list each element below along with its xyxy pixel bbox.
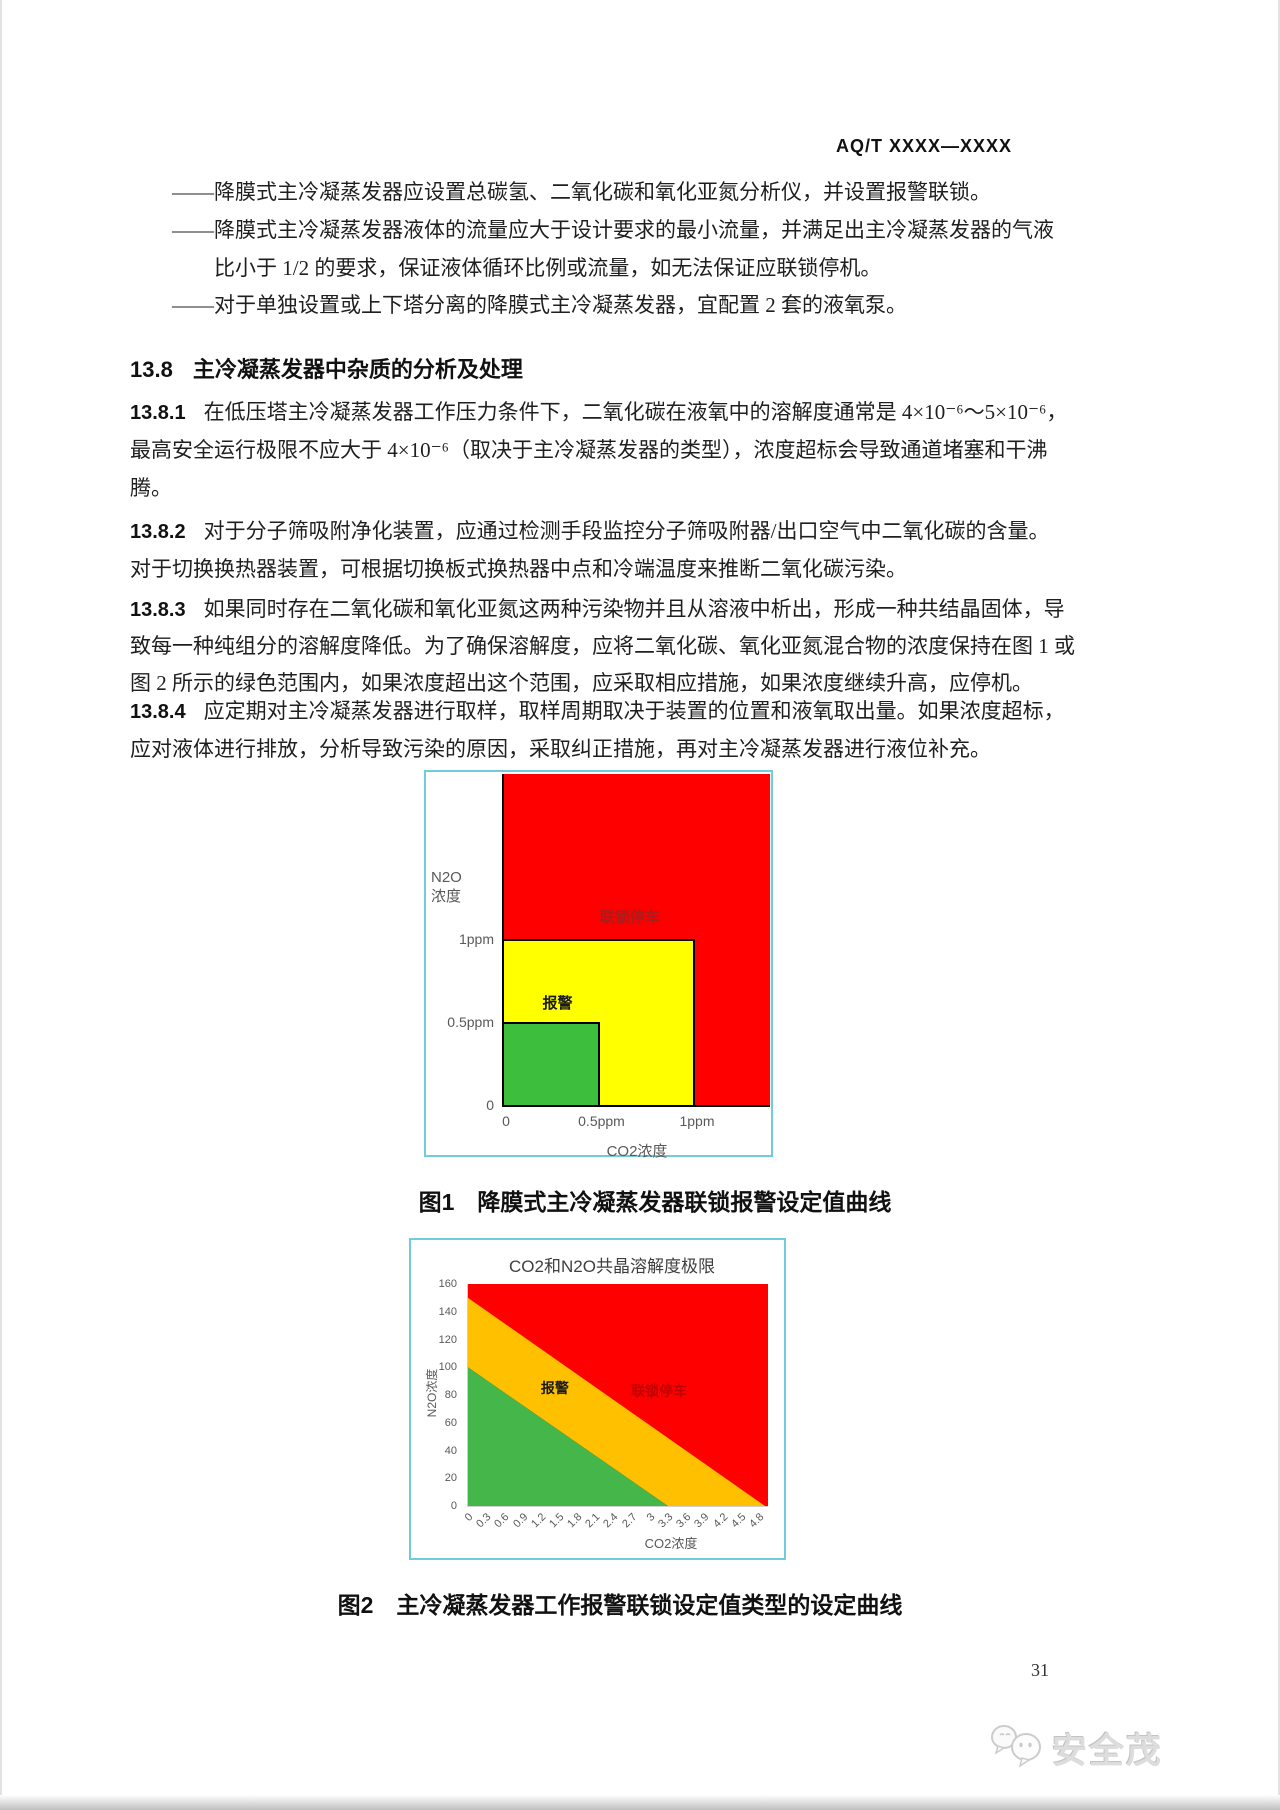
body-line: ——降膜式主冷凝蒸发器液体的流量应大于设计要求的最小流量，并满足出主冷凝蒸发器的… <box>172 218 1054 242</box>
fig1-y-axis-label: N2O 浓度 <box>431 868 462 906</box>
fig2-y-tick: 140 <box>438 1305 457 1318</box>
watermark-text: 安全茂 <box>1052 1732 1164 1771</box>
fig2-y-ticks: 0 20 40 60 80 100 120 140 160 <box>411 1278 463 1512</box>
figure1-chart: N2O 浓度 联锁停车报警 1ppm 0.5ppm 0 0 0.5ppm 1ppm CO… <box>424 770 773 1160</box>
page-edge-left <box>0 0 2 1810</box>
fig2-x-axis-label: CO2浓度 <box>644 1536 698 1551</box>
paragraph-line: 图 2 所示的绿色范围内，如果浓度超出这个范围，应采取相应措施，如果浓度继续升高… <box>130 671 1033 695</box>
fig1-x-tick: 1ppm <box>679 1113 715 1129</box>
fig2-y-tick: 40 <box>444 1444 457 1457</box>
body-line: ——对于单独设置或上下塔分离的降膜式主冷凝蒸发器，宜配置 2 套的液氧泵。 <box>172 293 907 317</box>
fig2-y-tick: 100 <box>438 1361 457 1374</box>
fig1-x-axis-label: CO2浓度 <box>606 1143 668 1160</box>
fig1-x-tick: 0.5ppm <box>578 1113 625 1129</box>
paragraph-line: 对于切换换热器装置，可根据切换板式换热器中点和冷端温度来推断二氧化碳污染。 <box>130 557 907 581</box>
figure1-caption: 图1 降膜式主冷凝蒸发器联锁报警设定值曲线 <box>418 1189 892 1215</box>
section-heading: 13.8 主冷凝蒸发器中杂质的分析及处理 <box>130 352 523 384</box>
clause-number: 13.8.3 <box>130 599 186 621</box>
fig2-y-tick: 60 <box>444 1416 457 1429</box>
fig1-y-axis-label-line2: 浓度 <box>431 888 462 905</box>
clause-text: 应定期对主冷凝蒸发器进行取样，取样周期取决于装置的位置和液氧取出量。如果浓度超标… <box>203 699 1065 723</box>
fig2-plot-area <box>467 1284 768 1507</box>
fig2-y-tick: 0 <box>450 1500 457 1512</box>
fig2-y-tick: 20 <box>444 1472 457 1485</box>
paragraph-line: 13.8.2 对于分子筛吸附净化装置，应通过检测手段监控分子筛吸附器/出口空气中二… <box>130 519 1049 544</box>
body-line: ——降膜式主冷凝蒸发器应设置总碳氢、二氧化碳和氧化亚氮分析仪，并设置报警联锁。 <box>172 180 991 204</box>
fig1-region-label-alarm: 报警 <box>542 995 573 1013</box>
clause-text: 在低压塔主冷凝蒸发器工作压力条件下，二氧化碳在液氧中的溶解度通常是 4×10⁻⁶… <box>203 400 1068 424</box>
clause-number: 13.8.1 <box>130 402 186 424</box>
paragraph-line: 13.8.1 在低压塔主冷凝蒸发器工作压力条件下，二氧化碳在液氧中的溶解度通常是 … <box>130 400 1067 425</box>
fig2-y-tick: 160 <box>438 1278 457 1290</box>
fig1-region-normal <box>504 1021 600 1105</box>
paragraph-line: 最高安全运行极限不应大于 4×10⁻⁶（取决于主冷凝蒸发器的类型），浓度超标会导… <box>130 438 1048 462</box>
paragraph-line: 应对液体进行排放，分析导致污染的原因，采取纠正措施，再对主冷凝蒸发器进行液位补充… <box>130 737 991 761</box>
fig2-regions-svg <box>468 1284 768 1506</box>
clause-number: 13.8.4 <box>130 701 186 723</box>
fig2-y-tick: 80 <box>444 1389 457 1401</box>
paragraph-line: 腾。 <box>130 476 172 500</box>
page-number: 31 <box>1031 1660 1049 1680</box>
clause-text: 如果同时存在二氧化碳和氧化亚氮这两种污染物并且从溶液中析出，形成一种共结晶固体，… <box>203 597 1065 621</box>
fig1-region-label-interlock-stop: 联锁停车 <box>600 908 661 926</box>
figure2-caption: 图2 主冷凝蒸发器工作报警联锁设定值类型的设定曲线 <box>337 1592 903 1618</box>
paragraph-line: 致每一种纯组分的溶解度降低。为了确保溶解度，应将二氧化碳、氧化亚氮混合物的浓度保… <box>130 634 1075 658</box>
body-line: 比小于 1/2 的要求，保证液体循环比例或流量，如无法保证应联锁停机。 <box>214 256 882 280</box>
fig1-plot-area: 联锁停车报警 <box>502 774 770 1107</box>
clause-text: 对于分子筛吸附净化装置，应通过检测手段监控分子筛吸附器/出口空气中二氧化碳的含量… <box>203 519 1050 543</box>
fig1-x-tick: 0 <box>502 1113 510 1129</box>
paragraph-line: 13.8.4 应定期对主冷凝蒸发器进行取样，取样周期取决于装置的位置和液氧取出量。… <box>130 699 1065 724</box>
clause-number: 13.8.2 <box>130 521 186 543</box>
figure2-chart: CO2和N2O共晶溶解度极限 N2O浓度 报警 联锁停车 0 20 40 60 80 100… <box>409 1238 786 1560</box>
section-title: 主冷凝蒸发器中杂质的分析及处理 <box>192 357 523 382</box>
fig1-y-axis-label-line1: N2O <box>431 869 462 886</box>
fig1-y-tick: 0.5ppm <box>447 1013 494 1030</box>
section-number: 13.8 <box>130 357 173 382</box>
fig1-y-ticks: 1ppm 0.5ppm 0 <box>447 774 498 1114</box>
fig1-x-ticks: 0 0.5ppm 1ppm <box>426 1113 771 1131</box>
paragraph-line: 13.8.3 如果同时存在二氧化碳和氧化亚氮这两种污染物并且从溶液中析出，形成一种… <box>130 597 1065 622</box>
fig2-y-tick: 120 <box>438 1333 457 1346</box>
page-edge-right <box>1278 0 1280 1810</box>
fig1-y-tick: 0 <box>486 1097 494 1113</box>
page-bottom-shadow <box>0 1795 1280 1810</box>
watermark: 安全茂 <box>990 1722 1163 1775</box>
fig2-title: CO2和N2O共晶溶解度极限 <box>509 1257 715 1276</box>
fig1-y-tick: 1ppm <box>458 930 494 947</box>
chat-bubbles-icon <box>990 1722 1046 1775</box>
doc-code-header: AQ/T XXXX—XXXX <box>835 136 1012 156</box>
